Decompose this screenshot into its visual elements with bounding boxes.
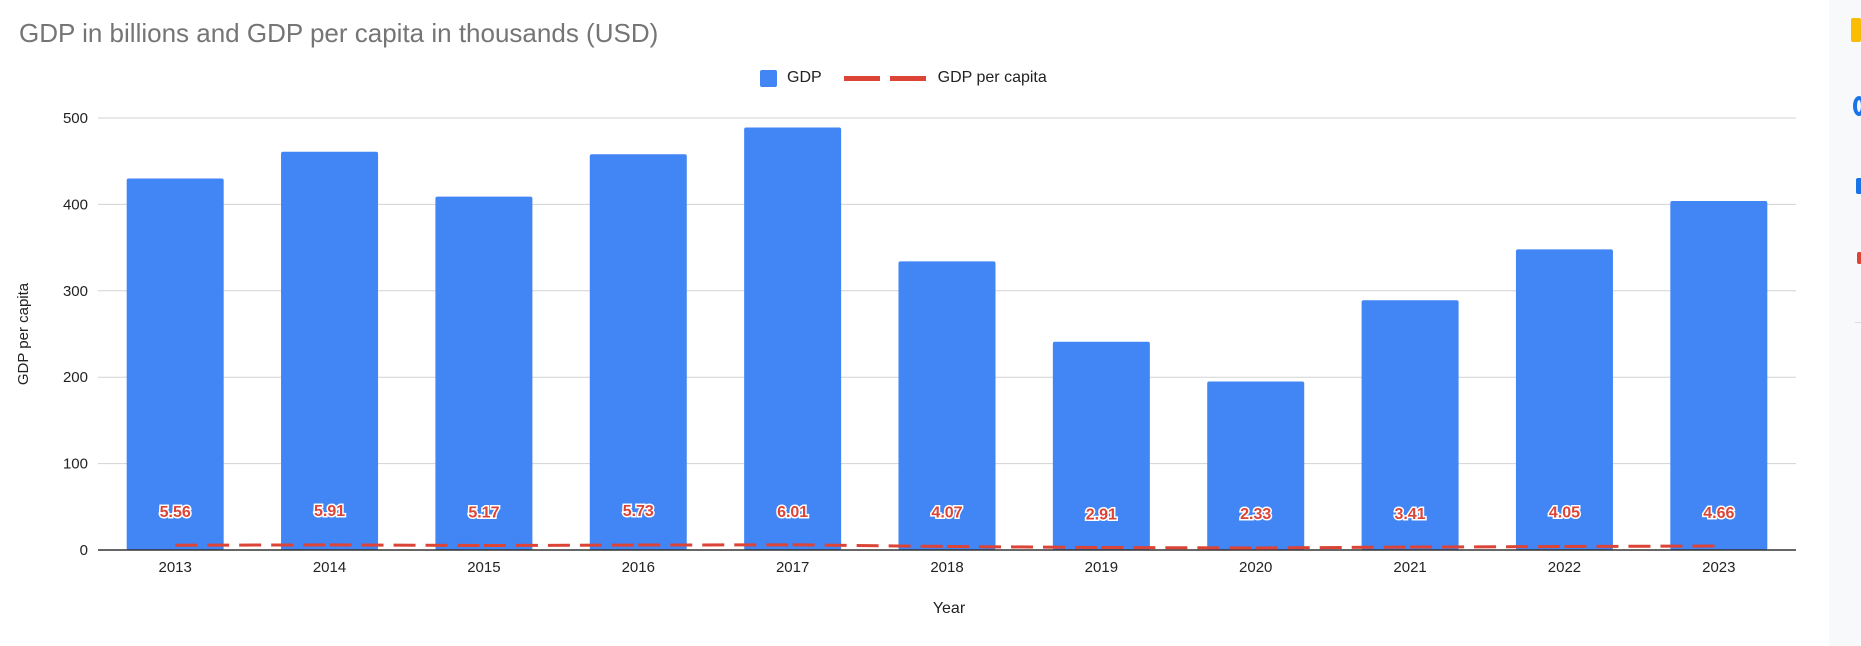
legend-gdp-per-capita-swatch xyxy=(843,75,926,81)
x-axis-title: Year xyxy=(933,600,966,617)
y-tick-label: 500 xyxy=(63,110,88,127)
chart-title: GDP in billions and GDP per capita in th… xyxy=(19,18,659,48)
data-label-gdp-per-capita: 2.91 xyxy=(1086,506,1117,523)
x-tick-label: 2016 xyxy=(622,559,655,576)
y-tick-label: 200 xyxy=(63,369,88,386)
chart-legend: GDP GDP per capita xyxy=(760,69,1047,87)
x-tick-label: 2021 xyxy=(1393,559,1426,576)
bar-gdp xyxy=(1361,300,1459,550)
line-segment-gdp-per-capita xyxy=(1564,544,1719,549)
x-tick-label: 2013 xyxy=(158,559,191,576)
x-tick-label: 2017 xyxy=(776,559,809,576)
bar-gdp xyxy=(898,261,996,550)
x-tick-label: 2022 xyxy=(1548,559,1581,576)
y-axis-title: GDP per capita xyxy=(15,282,32,385)
x-tick-label: 2014 xyxy=(313,559,346,576)
y-tick-label: 0 xyxy=(80,542,88,559)
data-label-gdp-per-capita: 5.17 xyxy=(468,505,499,522)
data-label-gdp-per-capita: 5.56 xyxy=(160,504,191,521)
x-tick-label: 2015 xyxy=(467,559,500,576)
line-segment-gdp-per-capita xyxy=(1255,545,1411,550)
line-segment-gdp-per-capita xyxy=(946,544,1102,549)
line-segment-gdp-per-capita xyxy=(329,543,484,548)
data-label-gdp-per-capita: 5.91 xyxy=(314,503,345,520)
line-segment-gdp-per-capita xyxy=(1410,545,1565,549)
legend-gdp-label: GDP xyxy=(787,69,822,86)
data-label-gdp-per-capita: 3.41 xyxy=(1395,506,1426,523)
bar-gdp xyxy=(1207,381,1305,550)
x-tick-label: 2019 xyxy=(1085,559,1118,576)
legend-gdp-swatch xyxy=(760,69,777,87)
line-segment-gdp-per-capita xyxy=(792,543,948,548)
bar-gdp xyxy=(1052,341,1150,550)
side-panel-strip xyxy=(1829,0,1861,646)
line-segment-gdp-per-capita xyxy=(1101,545,1256,550)
data-label-gdp-per-capita: 2.33 xyxy=(1240,506,1271,523)
data-label-gdp-per-capita: 6.01 xyxy=(777,504,808,521)
y-tick-label: 100 xyxy=(63,456,88,473)
bar-gdp xyxy=(126,178,224,551)
legend-gdp-per-capita-label: GDP per capita xyxy=(937,69,1047,86)
bar-gdp xyxy=(589,154,687,550)
x-tick-label: 2020 xyxy=(1239,559,1272,576)
x-tick-label: 2023 xyxy=(1702,559,1735,576)
bar-gdp xyxy=(1515,249,1613,550)
bar-gdp xyxy=(744,127,842,550)
data-label-gdp-per-capita: 4.66 xyxy=(1703,505,1734,522)
bar-gdp xyxy=(1670,200,1768,550)
y-tick-label: 400 xyxy=(63,196,88,213)
y-tick-label: 300 xyxy=(63,283,88,300)
data-label-gdp-per-capita: 5.73 xyxy=(623,503,654,520)
bar-gdp xyxy=(435,196,533,550)
data-label-gdp-per-capita: 4.05 xyxy=(1549,505,1580,522)
data-label-gdp-per-capita: 4.07 xyxy=(931,504,962,521)
bar-gdp xyxy=(281,151,379,551)
x-tick-label: 2018 xyxy=(930,559,963,576)
